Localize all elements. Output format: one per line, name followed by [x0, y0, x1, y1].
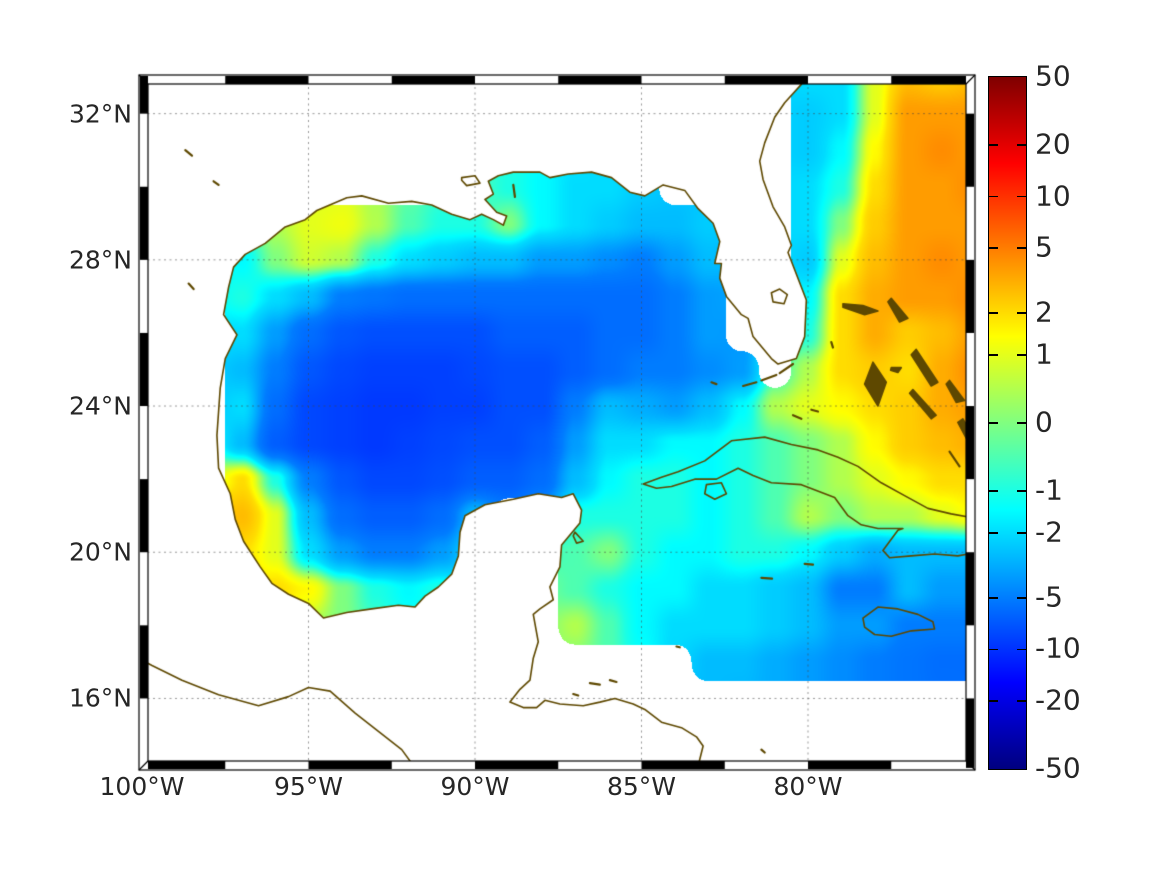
colorbar-tick-label: 20 — [1035, 127, 1071, 161]
colorbar-tick — [989, 247, 998, 249]
colorbar-tick — [989, 490, 998, 492]
x-tick-label: 90°W — [440, 772, 510, 801]
colorbar-tick — [1017, 532, 1026, 534]
colorbar-tick-label: -5 — [1035, 580, 1063, 614]
colorbar-tick-label: -20 — [1035, 683, 1081, 717]
colorbar-tick — [989, 700, 998, 702]
colorbar-tick-label: 5 — [1035, 230, 1053, 264]
y-tick-label: 28°N — [68, 245, 132, 275]
colorbar-tick — [1017, 700, 1026, 702]
colorbar-tick — [1017, 312, 1026, 314]
colorbar-tick — [1017, 422, 1026, 424]
colorbar-tick — [1017, 195, 1026, 198]
colorbar-tick — [989, 354, 998, 356]
colorbar-tick — [989, 422, 998, 424]
colorbar-tick-label: 50 — [1035, 59, 1071, 93]
colorbar-tick — [989, 312, 998, 314]
colorbar-tick — [989, 532, 998, 534]
colorbar-tick — [989, 195, 998, 198]
colorbar-tick — [989, 648, 998, 651]
colorbar-tick-label: -10 — [1035, 631, 1081, 665]
colorbar — [988, 76, 1027, 770]
colorbar-tick-label: -50 — [1035, 751, 1081, 785]
colorbar-tick — [1017, 144, 1026, 146]
y-tick-label: 32°N — [68, 99, 132, 129]
colorbar-tick — [1017, 247, 1026, 249]
colorbar-tick-label: 2 — [1035, 295, 1053, 329]
colorbar-tick-label: 1 — [1035, 337, 1053, 371]
colorbar-tick-label: 0 — [1035, 405, 1053, 439]
colorbar-tick — [1017, 354, 1026, 356]
y-tick-label: 24°N — [68, 391, 132, 421]
x-tick-label: 100°W — [99, 772, 185, 801]
colorbar-tick — [989, 144, 998, 146]
colorbar-tick-label: -2 — [1035, 515, 1063, 549]
colorbar-tick-label: 10 — [1035, 179, 1071, 213]
colorbar-tick-label: -1 — [1035, 473, 1063, 507]
colorbar-tick — [1017, 597, 1026, 599]
colorbar-tick — [1017, 490, 1026, 492]
y-tick-label: 20°N — [68, 537, 132, 567]
x-tick-label: 95°W — [273, 772, 344, 801]
y-tick-label: 16°N — [68, 683, 132, 713]
x-tick-label: 85°W — [606, 772, 677, 801]
colorbar-tick — [1017, 648, 1026, 651]
colorbar-tick — [989, 597, 998, 599]
x-tick-label: 80°W — [773, 772, 843, 801]
